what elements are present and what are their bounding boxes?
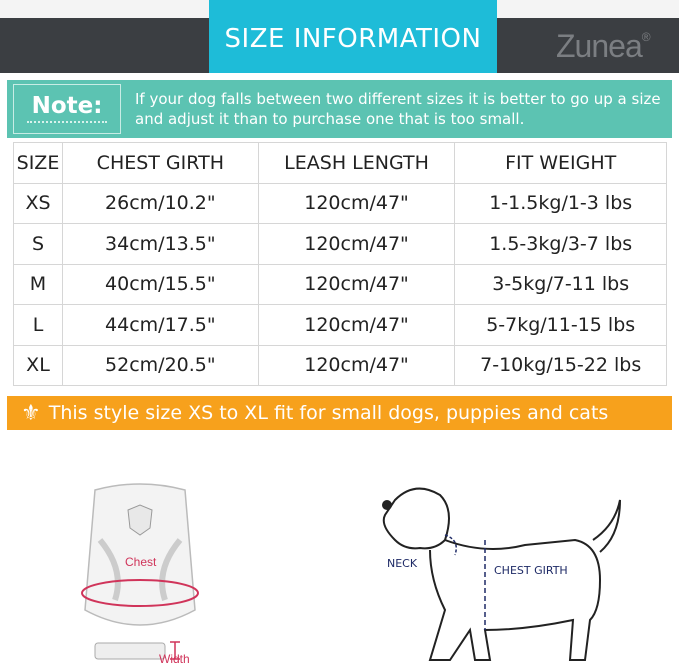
table-cell: XS — [13, 182, 63, 224]
header-cell: LEASH LENGTH — [257, 142, 456, 184]
note-label-box: Note: — [13, 84, 121, 134]
width-label: Width — [159, 652, 190, 666]
table-cell: 40cm/15.5" — [61, 263, 259, 305]
chest-girth-label: CHEST GIRTH — [494, 564, 568, 577]
table-cell: 26cm/10.2" — [61, 182, 259, 224]
table-row: S 34cm/13.5" 120cm/47" 1.5-3kg/3-7 lbs — [13, 223, 667, 265]
brand-logo: Zunea® — [556, 28, 651, 65]
header-cell: SIZE — [13, 142, 63, 184]
table-cell: 1-1.5kg/1-3 lbs — [454, 182, 667, 224]
table-cell: 7-10kg/15-22 lbs — [454, 344, 667, 386]
table-row: XL 52cm/20.5" 120cm/47" 7-10kg/15-22 lbs — [13, 344, 667, 386]
size-table: SIZE CHEST GIRTH LEASH LENGTH FIT WEIGHT… — [13, 142, 667, 386]
table-row: L 44cm/17.5" 120cm/47" 5-7kg/11-15 lbs — [13, 304, 667, 346]
table-cell: 3-5kg/7-11 lbs — [454, 263, 667, 305]
harness-illustration — [81, 483, 199, 660]
table-cell: 120cm/47" — [257, 344, 456, 386]
table-cell: M — [13, 263, 63, 305]
brand-name: Zunea — [556, 28, 643, 64]
table-cell: 120cm/47" — [257, 182, 456, 224]
neck-label: NECK — [387, 557, 418, 570]
table-cell: 34cm/13.5" — [61, 223, 259, 265]
fleur-de-lis-icon: ⚜ — [21, 400, 41, 426]
wave-decoration — [27, 121, 107, 125]
banner-text: This style size XS to XL fit for small d… — [48, 402, 609, 424]
table-cell: 52cm/20.5" — [61, 344, 259, 386]
page-title: SIZE INFORMATION — [209, 0, 497, 73]
chest-label: Chest — [125, 555, 157, 569]
table-cell: 44cm/17.5" — [61, 304, 259, 346]
note-line-1: If your dog falls between two different … — [135, 90, 661, 108]
table-row: M 40cm/15.5" 120cm/47" 3-5kg/7-11 lbs — [13, 263, 667, 305]
header-cell: CHEST GIRTH — [61, 142, 259, 184]
note-line-2: and adjust it than to purchase one that … — [135, 110, 525, 128]
table-row: XS 26cm/10.2" 120cm/47" 1-1.5kg/1-3 lbs — [13, 182, 667, 224]
header-cell: FIT WEIGHT — [454, 142, 667, 184]
table-cell: XL — [13, 344, 63, 386]
table-cell: 120cm/47" — [257, 263, 456, 305]
table-cell: 120cm/47" — [257, 304, 456, 346]
table-cell: L — [13, 304, 63, 346]
note-label: Note: — [31, 93, 103, 119]
note-box: Note: If your dog falls between two diff… — [7, 80, 672, 138]
table-cell: 1.5-3kg/3-7 lbs — [454, 223, 667, 265]
note-text: If your dog falls between two different … — [135, 89, 661, 129]
table-cell: S — [13, 223, 63, 265]
table-cell: 120cm/47" — [257, 223, 456, 265]
dog-illustration — [382, 487, 621, 661]
table-cell: 5-7kg/11-15 lbs — [454, 304, 667, 346]
registered-mark: ® — [641, 30, 651, 45]
fit-banner: ⚜ This style size XS to XL fit for small … — [7, 396, 672, 430]
table-header-row: SIZE CHEST GIRTH LEASH LENGTH FIT WEIGHT — [13, 142, 667, 184]
